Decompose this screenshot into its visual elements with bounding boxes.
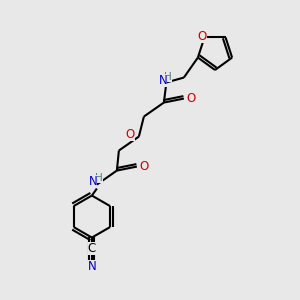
Text: N: N [88, 175, 97, 188]
Text: H: H [164, 72, 172, 82]
Text: O: O [125, 128, 134, 141]
Text: O: O [139, 160, 148, 173]
Text: O: O [186, 92, 196, 105]
Text: N: N [88, 260, 96, 273]
Text: O: O [198, 30, 207, 43]
Text: N: N [158, 74, 167, 87]
Text: H: H [95, 172, 103, 183]
Text: C: C [88, 242, 96, 255]
